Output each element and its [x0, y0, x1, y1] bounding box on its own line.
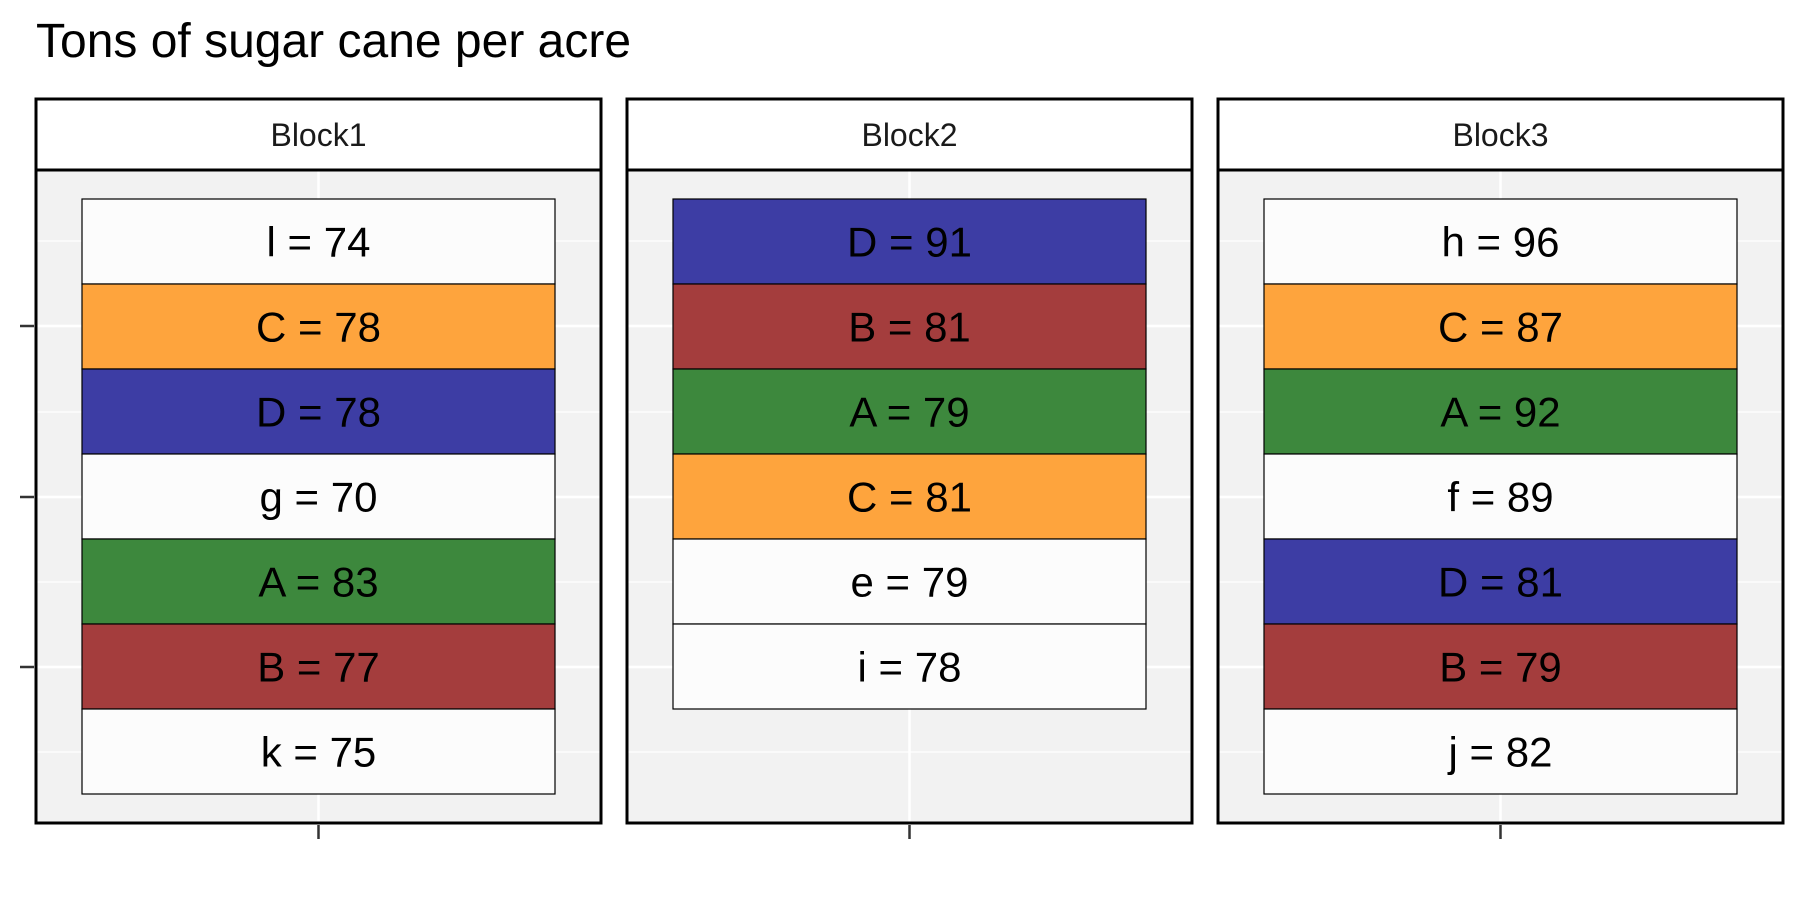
plot-label: D = 81 [1438, 559, 1563, 606]
plot-tile [1263, 198, 1738, 285]
plot-tile [672, 283, 1147, 370]
plot-tile [1263, 453, 1738, 540]
facet-strip-label: Block1 [270, 117, 366, 153]
plot-label: f = 89 [1447, 474, 1553, 521]
facet-strip-label: Block3 [1452, 117, 1548, 153]
facet-strip [34, 97, 603, 172]
facet-panel-border [625, 168, 1194, 825]
plot-label: A = 92 [1440, 389, 1560, 436]
plot-label: j = 82 [1447, 729, 1553, 776]
plot-tile [81, 453, 556, 540]
plot-tile [672, 198, 1147, 285]
plot-tile [672, 623, 1147, 710]
plot-tile [81, 198, 556, 285]
facet-strip [625, 97, 1194, 172]
facet-panel-border [1216, 168, 1785, 825]
plot-label: B = 77 [257, 644, 380, 691]
plot-tile [81, 283, 556, 370]
plot-tile [1263, 368, 1738, 455]
plot-tile [81, 708, 556, 795]
facet-strip-label: Block2 [861, 117, 957, 153]
plot-label: C = 78 [256, 304, 381, 351]
plot-label: C = 87 [1438, 304, 1563, 351]
plot-tile [1263, 538, 1738, 625]
plot-label: l = 74 [267, 219, 371, 266]
plot-label: D = 78 [256, 389, 381, 436]
plot-label: i = 78 [858, 644, 962, 691]
plot-tile [1263, 708, 1738, 795]
plot-label: k = 75 [261, 729, 377, 776]
plot-label: C = 81 [847, 474, 972, 521]
plot-label: g = 70 [260, 474, 378, 521]
plot-label: e = 79 [851, 559, 969, 606]
plot-tile [1263, 623, 1738, 710]
plot-label: D = 91 [847, 219, 972, 266]
plot-tile [1263, 283, 1738, 370]
facet-panel-border [34, 168, 603, 825]
plot-label: B = 79 [1439, 644, 1562, 691]
plot-tile [81, 623, 556, 710]
plot-label: A = 79 [849, 389, 969, 436]
plot-label: h = 96 [1442, 219, 1560, 266]
plot-label: A = 83 [258, 559, 378, 606]
plot-tile [672, 368, 1147, 455]
plot-tile [81, 368, 556, 455]
plot-label: B = 81 [848, 304, 971, 351]
plot-tile [81, 538, 556, 625]
facet-strip [1216, 97, 1785, 172]
plot-tile [672, 538, 1147, 625]
plot-tile [672, 453, 1147, 540]
chart-title: Tons of sugar cane per acre [36, 15, 632, 68]
